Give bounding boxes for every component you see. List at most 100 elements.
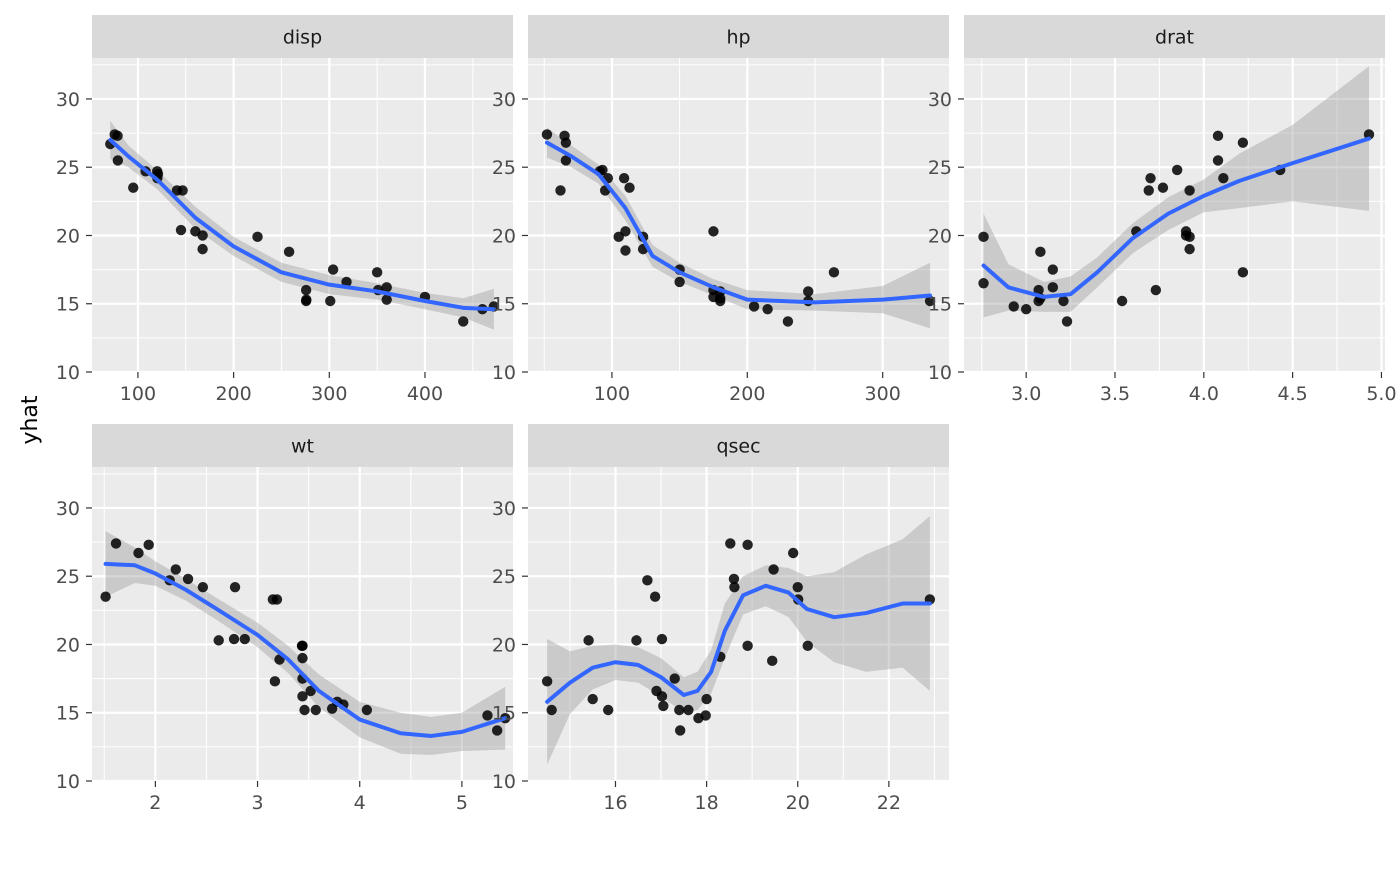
facet-panel-hp: hp 10 15 20 25 30 100 200 300 (492, 15, 949, 405)
x-tick-label: 2 (149, 792, 161, 814)
x-tick-label: 16 (603, 792, 627, 814)
data-point (1212, 130, 1224, 142)
data-point (381, 294, 392, 305)
data-point (491, 725, 503, 736)
data-point (1020, 304, 1032, 315)
data-point (1061, 316, 1073, 327)
data-point (1047, 264, 1059, 275)
facet-strip-label: disp (283, 27, 322, 49)
y-tick-label: 30 (492, 498, 516, 520)
y-tick-label: 25 (492, 566, 516, 588)
data-point (978, 278, 989, 289)
data-point (197, 230, 208, 241)
y-tick-label: 25 (56, 566, 80, 588)
data-point (555, 185, 566, 196)
facet-strip-label: wt (291, 436, 314, 458)
data-point (341, 276, 352, 288)
data-point (1237, 267, 1249, 278)
facet-strip-label: hp (726, 27, 750, 49)
data-point (683, 704, 694, 716)
data-point (381, 282, 392, 293)
y-tick-label: 25 (928, 157, 952, 179)
x-tick-label: 4.0 (1189, 383, 1219, 405)
data-point (1184, 231, 1195, 243)
data-point (602, 704, 614, 716)
y-tick-label: 10 (492, 771, 516, 793)
x-tick-label: 200 (729, 383, 765, 405)
data-point (658, 700, 669, 712)
data-point (674, 276, 685, 288)
x-tick-label: 200 (215, 383, 251, 405)
y-tick-label: 10 (928, 362, 952, 384)
data-point (213, 635, 224, 646)
data-point (669, 673, 680, 684)
x-tick-label: 18 (695, 792, 719, 814)
data-point (708, 226, 719, 237)
x-tick-label: 300 (865, 383, 901, 405)
data-point (269, 676, 281, 687)
data-point (170, 564, 181, 575)
confidence-band (546, 127, 931, 329)
data-point (143, 539, 154, 551)
data-point (700, 710, 711, 721)
facet-strip-label: drat (1155, 27, 1194, 49)
data-point (133, 547, 144, 559)
x-tick-label: 100 (594, 383, 630, 405)
data-point (297, 640, 308, 652)
data-point (1116, 295, 1128, 307)
data-point (197, 581, 209, 593)
panel-background (528, 58, 949, 372)
data-point (310, 704, 321, 716)
smooth-line (108, 137, 496, 312)
data-point (715, 295, 726, 307)
data-point (297, 691, 308, 702)
data-point (252, 231, 263, 243)
y-tick-label: 15 (492, 703, 516, 725)
data-point (1035, 246, 1046, 258)
data-point (828, 267, 840, 278)
data-point (768, 564, 779, 575)
data-point (597, 164, 608, 176)
data-point (802, 640, 813, 652)
data-point (197, 243, 208, 255)
data-point (631, 635, 642, 646)
data-point (177, 185, 188, 196)
data-point (1171, 164, 1183, 176)
data-point (112, 130, 123, 142)
data-point (1157, 182, 1169, 193)
x-tick-label: 4 (354, 792, 366, 814)
x-tick-label: 3 (251, 792, 263, 814)
data-point (674, 725, 686, 736)
facet-strip (92, 15, 513, 58)
data-point (283, 246, 295, 258)
data-point (458, 316, 469, 327)
data-point (371, 267, 383, 278)
smooth-line (103, 561, 508, 738)
data-point (729, 581, 740, 593)
data-point (299, 704, 310, 716)
x-tick-label: 20 (786, 792, 810, 814)
data-point (1237, 137, 1249, 148)
data-point (792, 581, 803, 593)
confidence-band (110, 120, 494, 330)
data-point (327, 264, 339, 275)
panel-background (92, 58, 513, 372)
data-point (620, 245, 631, 256)
data-point (229, 581, 241, 593)
data-point (297, 652, 308, 664)
facet-strip (528, 15, 949, 58)
y-tick-label: 30 (492, 89, 516, 111)
facet-panel-drat: drat 10 15 20 25 30 3.0 3.5 4.0 4.5 5.0 (928, 15, 1397, 405)
data-point (803, 286, 814, 297)
data-point (1008, 301, 1019, 312)
data-point (546, 704, 557, 716)
data-point (782, 316, 794, 327)
y-tick-label: 20 (56, 225, 80, 247)
x-tick-label: 3.0 (1011, 383, 1041, 405)
data-point (541, 676, 553, 687)
data-point (1363, 129, 1375, 140)
data-point (182, 573, 194, 585)
x-tick-label: 400 (407, 383, 443, 405)
